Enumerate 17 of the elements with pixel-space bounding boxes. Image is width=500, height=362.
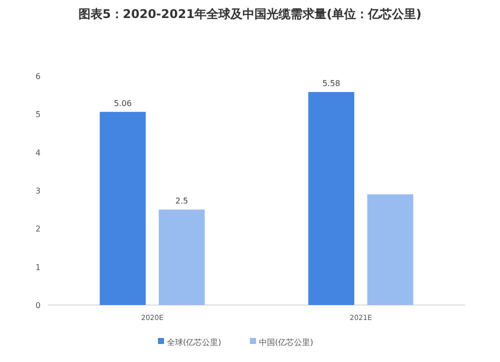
bar xyxy=(158,210,205,305)
y-tick-label: 6 xyxy=(35,72,41,81)
data-label: 2.5 xyxy=(175,196,188,206)
y-tick-label: 3 xyxy=(35,186,41,196)
y-tick-label: 1 xyxy=(35,262,41,272)
legend-label: 中国(亿芯公里) xyxy=(259,338,314,347)
legend-label: 全球(亿芯公里) xyxy=(167,338,222,347)
y-tick-label: 0 xyxy=(35,301,41,310)
bar xyxy=(308,92,354,305)
y-tick-label: 5 xyxy=(35,110,41,120)
y-tick-label: 2 xyxy=(35,224,41,234)
bar xyxy=(100,112,146,305)
chart-title: 图表5：2020-2021年全球及中国光缆需求量(单位：亿芯公里) xyxy=(78,7,422,21)
data-label: 5.06 xyxy=(114,98,132,108)
bar xyxy=(367,194,414,305)
y-tick-label: 4 xyxy=(35,148,41,158)
data-label: 5.58 xyxy=(322,79,340,88)
